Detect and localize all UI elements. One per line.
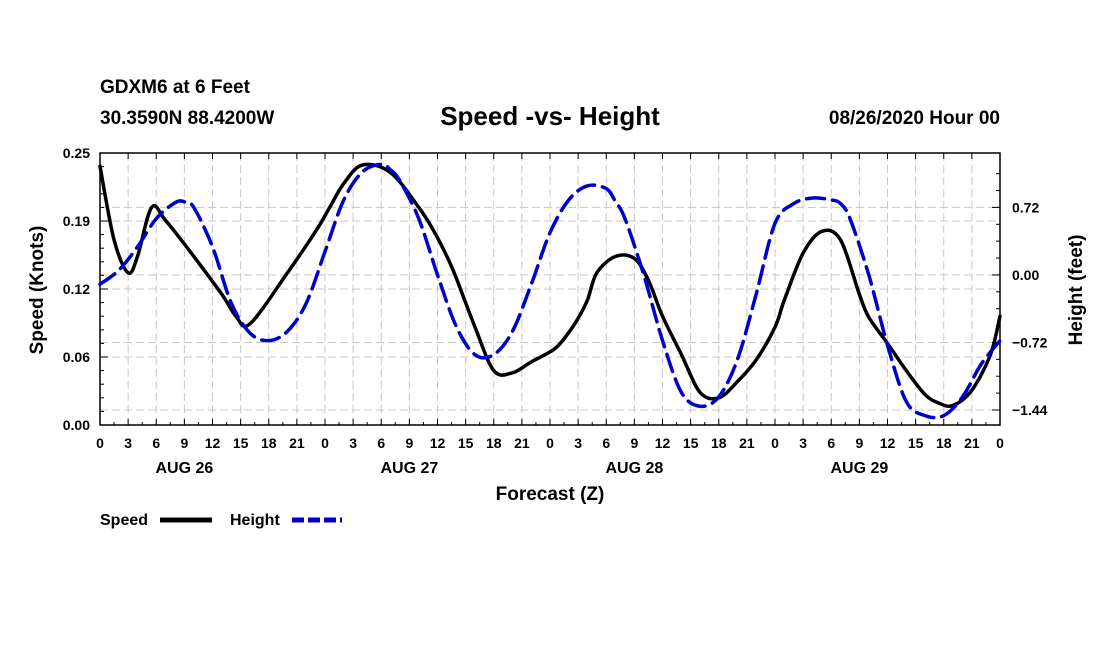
x-tick-label: 21	[514, 435, 530, 451]
coords-label: 30.3590N 88.4200W	[100, 108, 274, 129]
x-tick-label: 18	[261, 435, 277, 451]
x-tick-label: 15	[908, 435, 924, 451]
x-tick-label: 0	[96, 435, 104, 451]
legend-speed-label: Speed	[100, 512, 148, 529]
x-tick-label: 3	[124, 435, 132, 451]
datetime-label: 08/26/2020 Hour 00	[829, 108, 1000, 129]
x-tick-label: 0	[321, 435, 329, 451]
x-day-label: AUG 28	[605, 460, 663, 477]
x-tick-label: 12	[205, 435, 221, 451]
y-right-tick-label: 0.00	[1012, 267, 1039, 283]
x-tick-label: 15	[458, 435, 474, 451]
x-tick-label: 12	[655, 435, 671, 451]
grid	[100, 153, 1000, 425]
x-tick-label: 0	[771, 435, 779, 451]
x-tick-label: 0	[996, 435, 1004, 451]
x-tick-label: 9	[855, 435, 863, 451]
x-axis-label: Forecast (Z)	[496, 484, 605, 505]
x-tick-label: 18	[711, 435, 727, 451]
x-tick-label: 3	[574, 435, 582, 451]
y-right-tick-label: −1.44	[1012, 402, 1048, 418]
y-right-axis-label: Height (feet)	[1066, 235, 1087, 346]
x-tick-label: 6	[602, 435, 610, 451]
x-day-label: AUG 29	[830, 460, 888, 477]
series-layer	[98, 162, 1002, 420]
chart-title: Speed -vs- Height	[440, 101, 660, 131]
y-left-tick-label: 0.06	[63, 349, 90, 365]
x-tick-label: 0	[546, 435, 554, 451]
x-tick-label: 18	[486, 435, 502, 451]
x-tick-label: 18	[936, 435, 952, 451]
x-tick-label: 12	[430, 435, 446, 451]
legend: Speed Height	[100, 512, 342, 529]
x-tick-label: 21	[964, 435, 980, 451]
y-right-tick-label: −0.72	[1012, 334, 1048, 350]
x-tick-label: 6	[377, 435, 385, 451]
x-tick-label: 3	[349, 435, 357, 451]
x-tick-label: 6	[827, 435, 835, 451]
x-tick-label: 9	[180, 435, 188, 451]
y-left-tick-label: 0.12	[63, 281, 90, 297]
legend-height-label: Height	[230, 512, 280, 529]
y-left-axis-label: Speed (Knots)	[27, 226, 48, 355]
x-tick-label: 15	[233, 435, 249, 451]
axes: 0 3 6 9 12 15 18 21 0 3 6 9 12 15 18 21 0 3 6 9 12 15 18 21 0 3 6 9…	[63, 145, 1048, 477]
series-height-line	[98, 162, 1002, 420]
x-day-label: AUG 26	[155, 460, 213, 477]
x-tick-label: 15	[683, 435, 699, 451]
y-left-tick-label: 0.25	[63, 145, 90, 161]
x-day-label: AUG 27	[380, 460, 438, 477]
x-tick-label: 6	[152, 435, 160, 451]
y-left-tick-label: 0.00	[63, 417, 90, 433]
x-tick-label: 21	[289, 435, 305, 451]
x-tick-label: 12	[880, 435, 896, 451]
x-tick-label: 9	[405, 435, 413, 451]
y-right-tick-label: 0.72	[1012, 199, 1039, 215]
x-tick-label: 3	[799, 435, 807, 451]
x-tick-label: 9	[630, 435, 638, 451]
station-label: GDXM6 at 6 Feet	[100, 77, 251, 98]
y-left-tick-label: 0.19	[63, 213, 90, 229]
x-tick-label: 21	[739, 435, 755, 451]
